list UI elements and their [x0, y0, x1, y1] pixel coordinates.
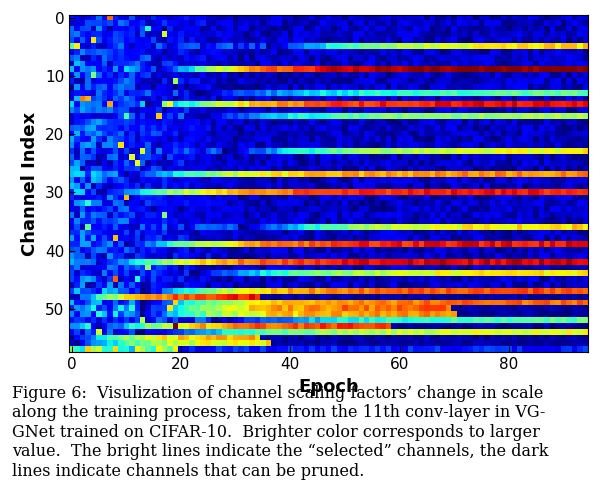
X-axis label: Epoch: Epoch — [298, 378, 359, 396]
Y-axis label: Channel Index: Channel Index — [21, 111, 39, 256]
Text: Figure 6:  Visulization of channel scaling factors’ change in scale
along the tr: Figure 6: Visulization of channel scalin… — [12, 385, 548, 480]
